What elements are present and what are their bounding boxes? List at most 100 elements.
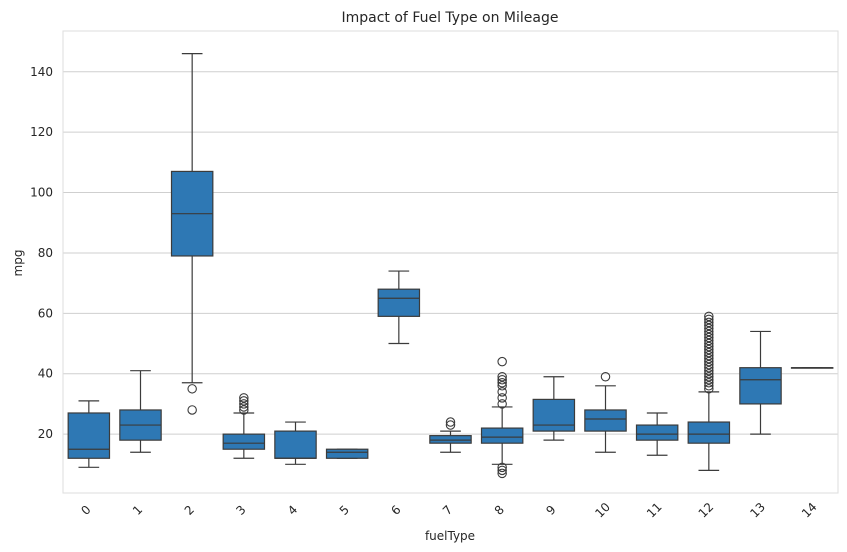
box-iqr bbox=[480, 427, 524, 444]
outlier-point bbox=[497, 356, 507, 367]
y-tick-label: 120 bbox=[30, 125, 53, 139]
box-iqr bbox=[584, 409, 627, 432]
outlier-point bbox=[497, 378, 507, 388]
outlier-point bbox=[704, 368, 714, 379]
outlier-point bbox=[239, 393, 249, 403]
box-iqr bbox=[377, 288, 421, 317]
outlier-point bbox=[497, 387, 507, 397]
box-group bbox=[635, 412, 679, 456]
outlier-point bbox=[497, 381, 507, 391]
outlier-point bbox=[704, 314, 714, 325]
outlier-point bbox=[239, 396, 249, 406]
outlier-point bbox=[704, 356, 714, 367]
boxes-layer bbox=[67, 53, 834, 479]
outlier-point bbox=[445, 417, 456, 427]
box-group bbox=[790, 367, 834, 369]
box-group bbox=[687, 311, 731, 471]
x-tick-label: 13 bbox=[747, 500, 768, 521]
outlier-point bbox=[497, 393, 507, 403]
box-group bbox=[119, 370, 162, 453]
box-group bbox=[429, 417, 472, 453]
box-iqr bbox=[67, 412, 111, 459]
outlier-point bbox=[187, 384, 197, 394]
outlier-point bbox=[704, 362, 714, 373]
x-tick-label: 7 bbox=[440, 503, 455, 518]
chart-title: Impact of Fuel Type on Mileage bbox=[342, 10, 559, 26]
x-tick-label: 3 bbox=[233, 503, 248, 518]
outlier-point bbox=[704, 353, 714, 364]
outlier-point bbox=[187, 405, 197, 415]
box-group bbox=[377, 270, 421, 345]
outlier-point bbox=[704, 365, 714, 376]
outlier-point bbox=[704, 332, 714, 343]
outlier-point bbox=[497, 375, 507, 385]
y-tick-label: 100 bbox=[30, 186, 53, 200]
outlier-point bbox=[704, 323, 714, 334]
outlier-point bbox=[704, 311, 714, 322]
x-tick-label: 5 bbox=[337, 503, 352, 518]
y-tick-label: 80 bbox=[38, 246, 53, 260]
y-tick-label: 140 bbox=[30, 65, 53, 79]
x-tick-label: 14 bbox=[799, 500, 820, 521]
outlier-point bbox=[704, 359, 714, 370]
outlier-point bbox=[704, 329, 714, 340]
box-iqr bbox=[325, 448, 369, 459]
box-iqr bbox=[687, 421, 731, 444]
outlier-point bbox=[497, 399, 507, 409]
outlier-point bbox=[497, 371, 507, 382]
box-iqr bbox=[429, 435, 472, 444]
y-tick-label: 60 bbox=[38, 306, 53, 320]
outlier-point bbox=[704, 350, 714, 361]
outlier-point bbox=[704, 344, 714, 355]
box-iqr bbox=[274, 430, 317, 459]
x-tick-label: 4 bbox=[285, 503, 300, 518]
x-tick-label: 1 bbox=[130, 503, 145, 518]
outlier-point bbox=[239, 399, 249, 409]
box-group bbox=[325, 448, 369, 459]
box-group bbox=[170, 53, 214, 415]
outlier-point bbox=[239, 402, 249, 412]
outlier-point bbox=[704, 320, 714, 331]
outlier-point bbox=[704, 335, 714, 346]
x-tick-label: 9 bbox=[543, 503, 558, 518]
box-iqr bbox=[222, 433, 266, 450]
outlier-point bbox=[704, 384, 714, 394]
box-group bbox=[67, 400, 111, 468]
x-tick-label: 10 bbox=[592, 500, 613, 521]
outlier-point bbox=[704, 375, 714, 385]
box-group bbox=[532, 376, 576, 441]
y-axis-label: mpg bbox=[11, 250, 25, 277]
x-tick-label: 12 bbox=[696, 500, 717, 521]
outlier-point bbox=[704, 347, 714, 358]
outlier-point bbox=[239, 405, 249, 415]
x-axis-label: fuelType bbox=[425, 529, 475, 543]
outlier-point bbox=[600, 371, 611, 382]
box-group bbox=[480, 356, 524, 479]
outlier-point bbox=[704, 381, 714, 391]
box-iqr bbox=[532, 398, 576, 432]
x-tick-label: 6 bbox=[388, 503, 403, 518]
box-group bbox=[739, 330, 782, 435]
y-tick-label: 40 bbox=[38, 367, 53, 381]
outlier-point bbox=[704, 338, 714, 349]
y-tick-label: 20 bbox=[38, 427, 53, 441]
box-group bbox=[222, 393, 266, 459]
outlier-point bbox=[497, 468, 507, 479]
x-tick-label: 2 bbox=[182, 503, 197, 518]
outlier-point bbox=[704, 341, 714, 352]
x-tick-label: 8 bbox=[492, 503, 507, 518]
outlier-point bbox=[497, 465, 507, 476]
box-iqr bbox=[739, 367, 782, 405]
box-group bbox=[274, 421, 317, 465]
x-tick-label: 11 bbox=[644, 500, 665, 521]
outlier-point bbox=[704, 317, 714, 328]
box-iqr bbox=[635, 424, 679, 441]
outlier-point bbox=[704, 378, 714, 388]
outlier-point bbox=[497, 462, 507, 473]
outlier-point bbox=[445, 420, 456, 430]
plot-area-frame bbox=[62, 30, 839, 494]
outlier-point bbox=[704, 326, 714, 337]
x-tick-label: 0 bbox=[78, 503, 93, 518]
outlier-point bbox=[704, 371, 714, 382]
